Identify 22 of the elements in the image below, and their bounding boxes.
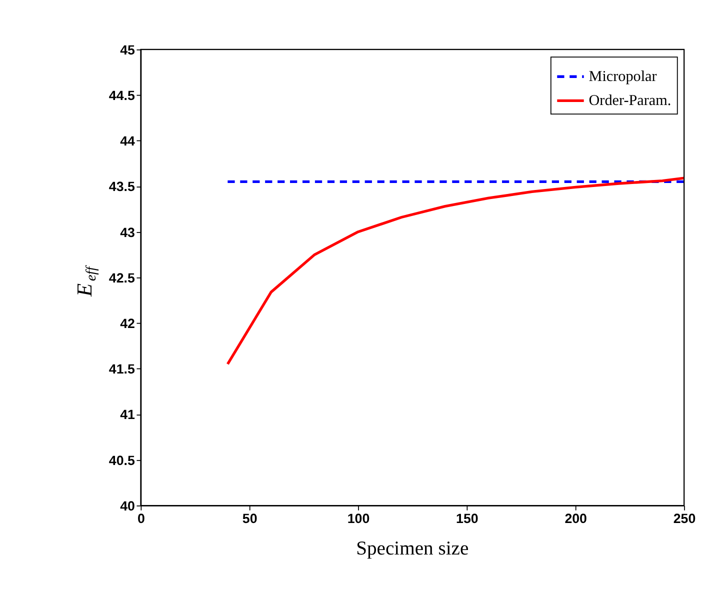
- y-tick-label: 40: [120, 498, 135, 514]
- x-tick-label: 50: [242, 510, 258, 526]
- x-tick-label: 0: [137, 510, 145, 526]
- y-tick-label: 43: [120, 224, 135, 240]
- y-tick-label: 43.5: [108, 179, 136, 194]
- y-tick-label: 40.5: [108, 452, 136, 468]
- y-axis-title: Eeff: [72, 264, 100, 298]
- y-tick-label: 41: [120, 407, 136, 422]
- y-tick-label: 44.5: [108, 88, 136, 103]
- x-tick-label: 150: [456, 510, 478, 526]
- legend-label: Micropolar: [588, 69, 657, 86]
- y-tick-label: 41.5: [108, 362, 136, 377]
- x-tick-label: 100: [347, 510, 370, 526]
- x-axis-title: Specimen size: [356, 538, 469, 560]
- y-tick-label: 44: [120, 134, 136, 149]
- legend-label: Order-Param.: [588, 93, 672, 110]
- y-tick-label: 42.5: [108, 270, 136, 286]
- y-tick-label: 42: [120, 316, 135, 331]
- x-tick-label: 200: [564, 510, 587, 526]
- line-series: [226, 176, 686, 366]
- y-tick-label: 45: [120, 42, 136, 58]
- x-tick-label: 250: [673, 510, 696, 526]
